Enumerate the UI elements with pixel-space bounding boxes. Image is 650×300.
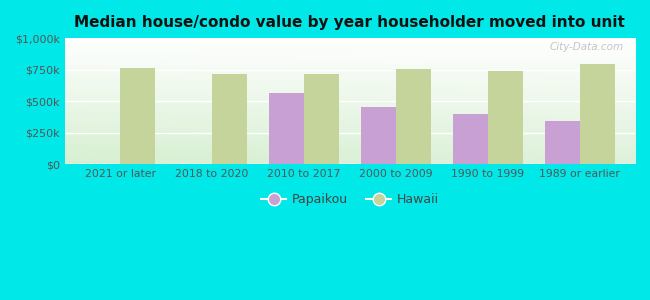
Text: City-Data.com: City-Data.com	[549, 42, 623, 52]
Bar	[396, 68, 431, 164]
Bar	[361, 107, 396, 164]
Bar	[120, 68, 155, 164]
Legend: Papaikou, Hawaii: Papaikou, Hawaii	[257, 188, 443, 211]
Bar	[545, 121, 580, 164]
Bar	[304, 74, 339, 164]
Bar	[212, 74, 247, 164]
Bar	[580, 64, 615, 164]
Bar	[269, 93, 304, 164]
Bar	[453, 114, 488, 164]
Bar	[488, 71, 523, 164]
Title: Median house/condo value by year householder moved into unit: Median house/condo value by year househo…	[75, 15, 625, 30]
